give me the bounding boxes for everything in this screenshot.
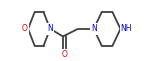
Text: O: O <box>22 24 27 33</box>
Text: NH: NH <box>121 24 132 33</box>
Text: N: N <box>47 24 53 33</box>
Text: N: N <box>91 24 97 33</box>
Text: O: O <box>61 50 67 59</box>
